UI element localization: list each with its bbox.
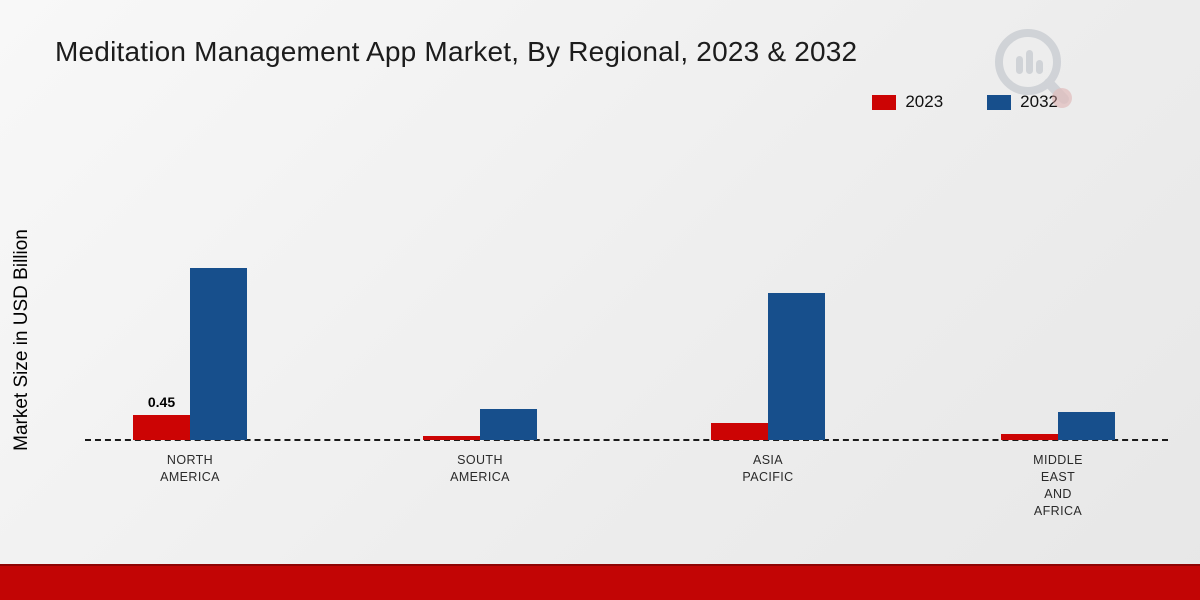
category-label-south-america: SOUTH AMERICA (450, 453, 510, 484)
bar-2023-north-america (133, 415, 190, 440)
legend-swatch-2032-icon (987, 94, 1012, 110)
bar-2023-asia-pacific (711, 423, 768, 440)
bar-2032-north-america (190, 268, 247, 440)
bar-2032-south-america (480, 409, 537, 440)
category-label-north-america: NORTH AMERICA (160, 453, 220, 484)
bar-2032-middle-east-and-africa (1058, 412, 1115, 440)
bar-2032-asia-pacific (768, 293, 825, 440)
bar-2023-middle-east-and-africa (1001, 434, 1058, 440)
bar-2023-south-america (423, 436, 480, 440)
footer-band (0, 564, 1200, 600)
page-title: Meditation Management App Market, By Reg… (55, 36, 858, 67)
legend-item-2023: 2023 (872, 92, 943, 112)
category-label-asia-pacific: ASIA PACIFIC (742, 453, 794, 484)
category-label-middle-east-and-africa: MIDDLE EAST AND AFRICA (1033, 453, 1083, 518)
bar-value-label: 0.45 (147, 394, 176, 410)
legend-label-2023: 2023 (905, 92, 944, 111)
x-axis-baseline (85, 439, 1168, 441)
legend-swatch-2023-icon (872, 94, 897, 110)
